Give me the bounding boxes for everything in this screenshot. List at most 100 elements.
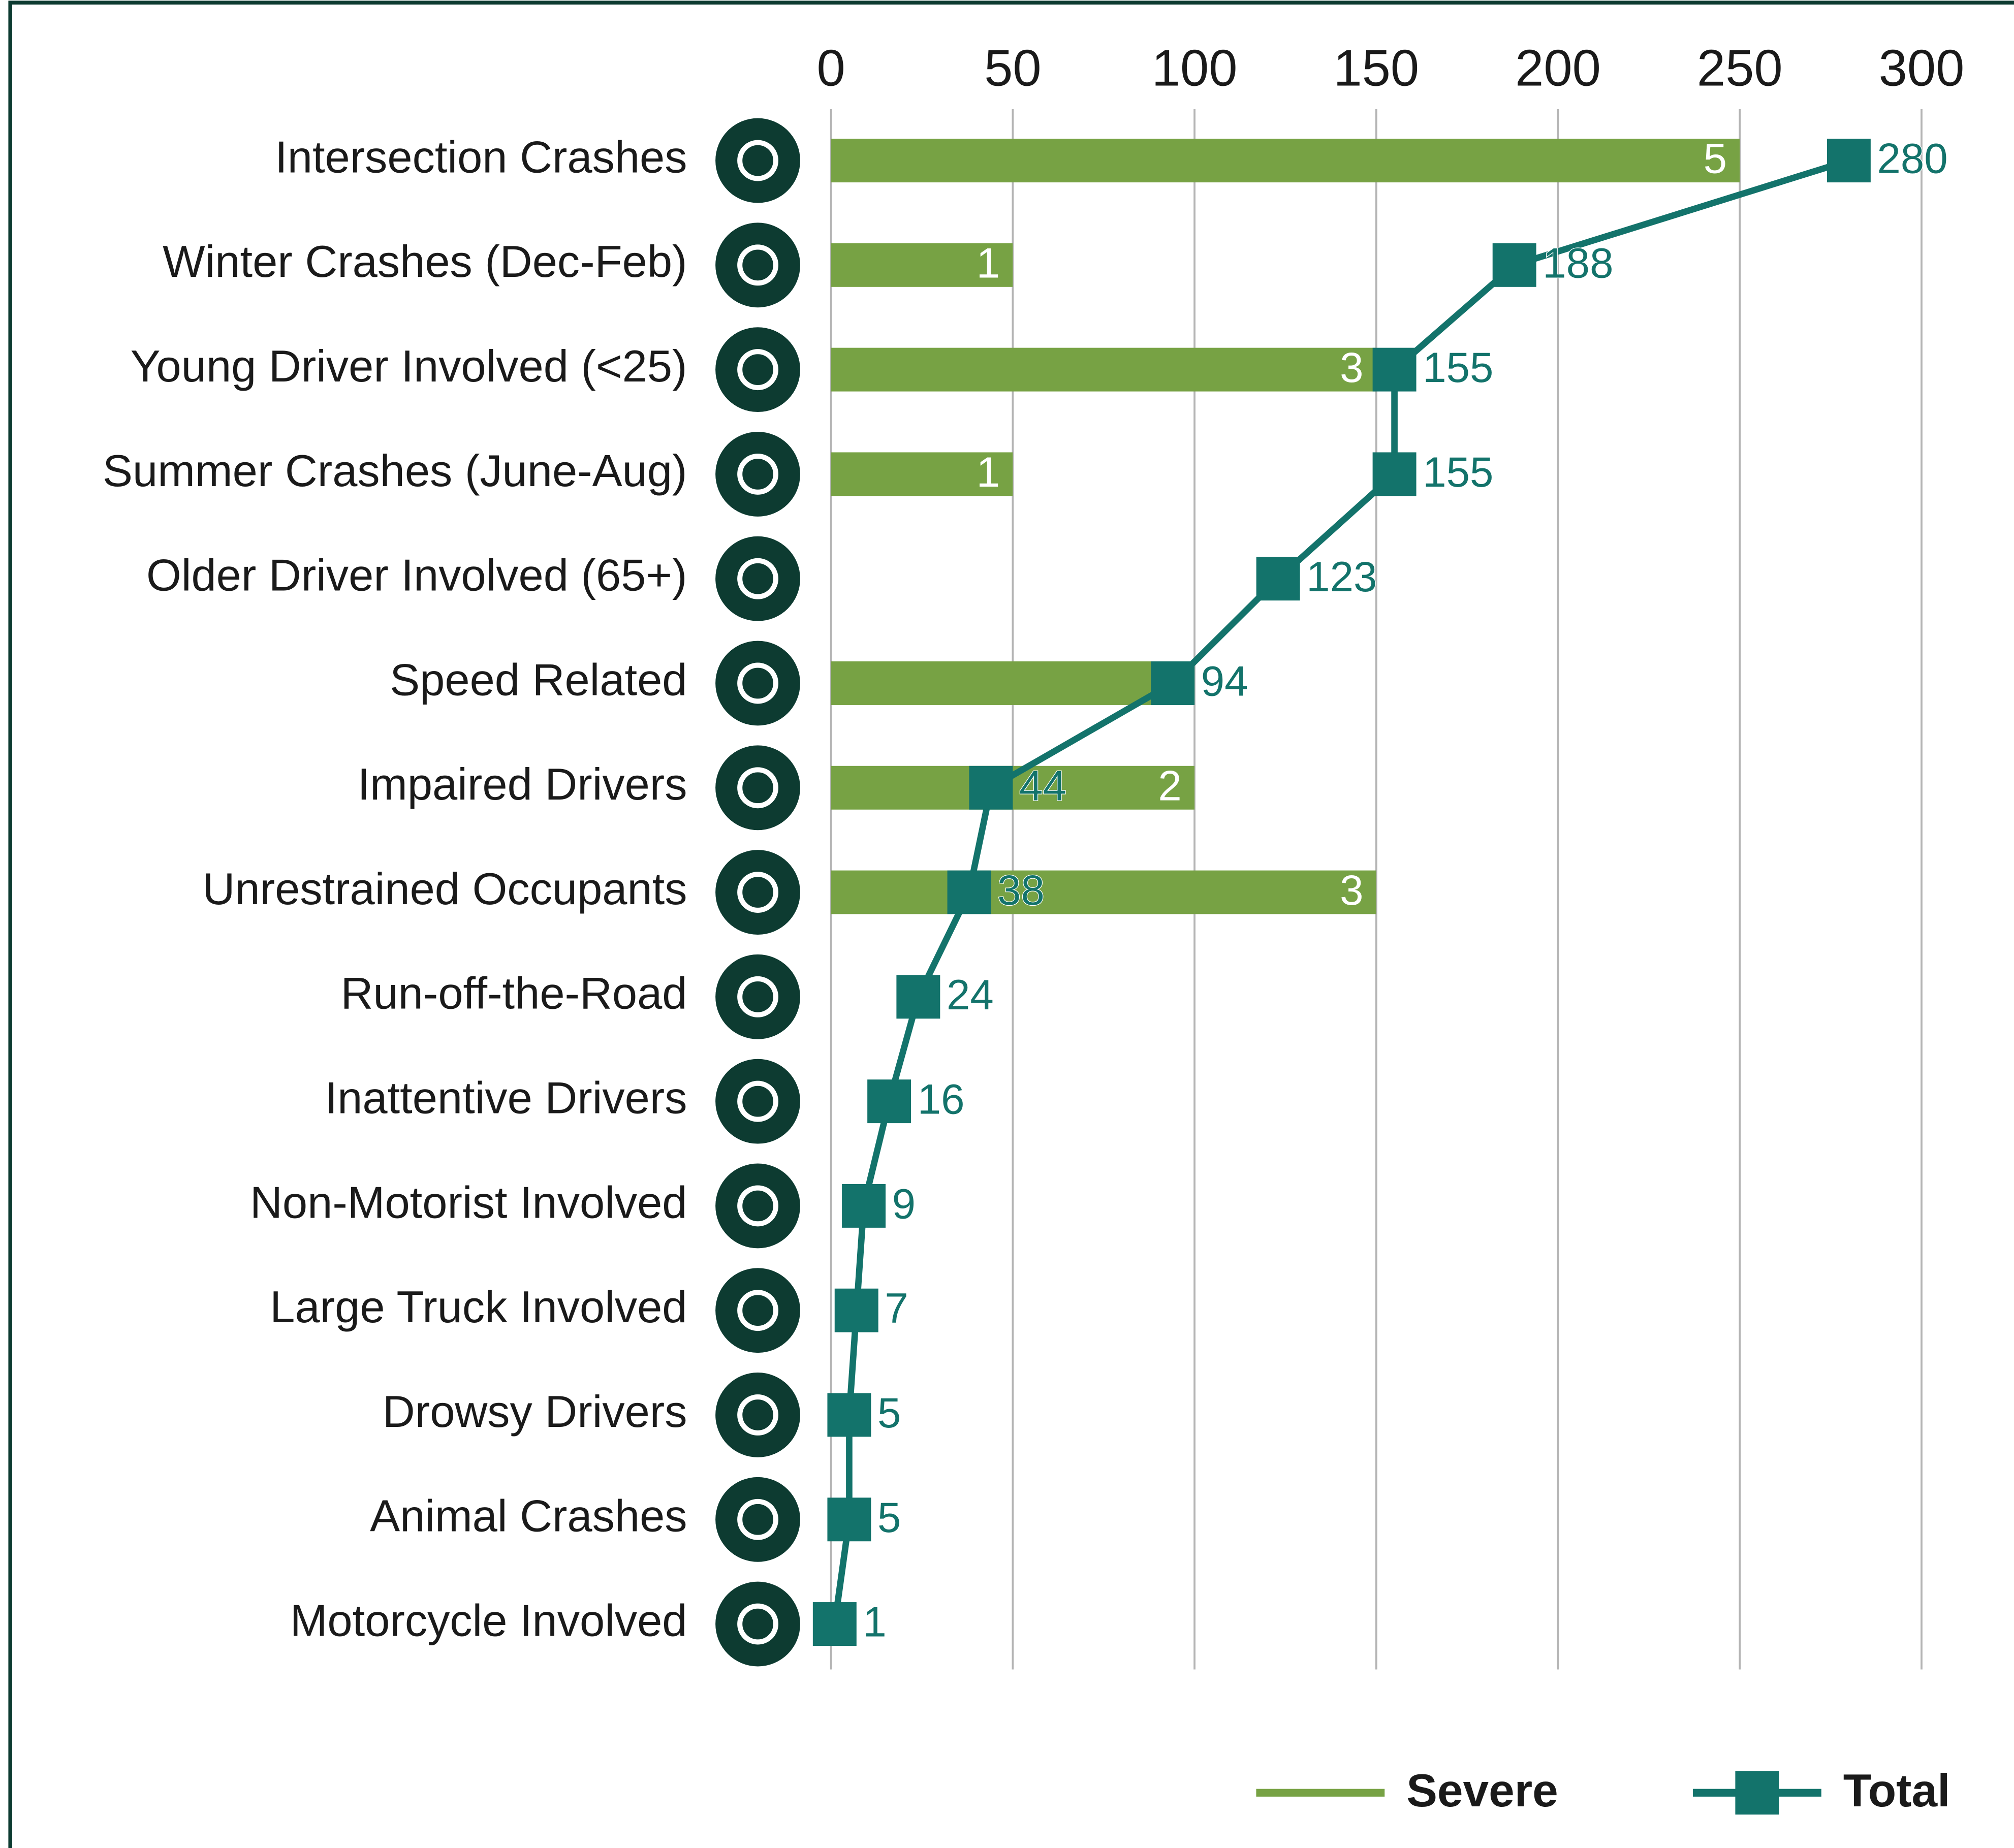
total-marker xyxy=(842,1184,886,1228)
x-tick-label: 150 xyxy=(1333,39,1419,97)
category-label: Non-Motorist Involved xyxy=(250,1177,687,1227)
category-icon xyxy=(715,1163,800,1249)
total-value-label: 16 xyxy=(918,1075,965,1123)
x-tick-label: 200 xyxy=(1515,39,1601,97)
total-marker xyxy=(1256,557,1300,601)
total-marker xyxy=(1492,243,1536,287)
category-icon xyxy=(715,850,800,935)
icon-glyph xyxy=(737,1185,779,1227)
category-icon xyxy=(715,641,800,726)
icon-glyph xyxy=(737,1499,779,1540)
category-label: Inattentive Drivers xyxy=(325,1073,687,1123)
category-label: Large Truck Involved xyxy=(270,1282,687,1332)
category-label: Run-off-the-Road xyxy=(341,968,687,1018)
icon-glyph xyxy=(737,1603,779,1645)
total-value-label: 5 xyxy=(877,1493,901,1541)
category-label: Intersection Crashes xyxy=(275,132,687,182)
x-tick-label: 250 xyxy=(1697,39,1783,97)
total-marker xyxy=(834,1288,878,1332)
category-label: Motorcycle Involved xyxy=(290,1595,687,1645)
total-value-label: 5 xyxy=(877,1389,901,1437)
category-label: Summer Crashes (June-Aug) xyxy=(103,445,687,496)
x-tick-label: 100 xyxy=(1152,39,1238,97)
total-value-label: 123 xyxy=(1306,553,1377,600)
category-label: Drowsy Drivers xyxy=(383,1386,687,1437)
category-label: Unrestrained Occupants xyxy=(203,864,687,914)
total-value-label: 188 xyxy=(1543,239,1613,286)
total-marker xyxy=(1827,139,1871,183)
frame xyxy=(8,1,2014,1848)
total-value-label: 38 xyxy=(997,866,1045,914)
icon-glyph xyxy=(737,453,779,495)
category-icon xyxy=(715,222,800,308)
severe-bar xyxy=(831,139,1740,183)
category-icon xyxy=(715,1268,800,1353)
icon-glyph xyxy=(737,349,779,391)
category-icon xyxy=(715,1373,800,1457)
total-value-label: 155 xyxy=(1423,448,1493,496)
total-marker xyxy=(896,975,940,1019)
total-value-label: 7 xyxy=(885,1284,908,1332)
total-marker xyxy=(827,1497,871,1542)
category-icon xyxy=(715,1059,800,1144)
severe-bar xyxy=(831,243,1013,287)
category-icon xyxy=(715,536,800,621)
severe-value-label: 1 xyxy=(977,239,1000,286)
icon-glyph xyxy=(737,1290,779,1331)
x-tick-label: 300 xyxy=(1879,39,1965,97)
severe-value-label: 2 xyxy=(1158,761,1181,809)
severe-value-label: 5 xyxy=(1704,135,1727,182)
total-marker xyxy=(812,1602,857,1646)
total-value-label: 1 xyxy=(863,1598,886,1646)
icon-glyph xyxy=(737,662,779,704)
total-marker xyxy=(1372,452,1417,496)
category-icon xyxy=(715,1477,800,1562)
x-tick-label: 0 xyxy=(817,39,845,97)
category-label: Winter Crashes (Dec-Feb) xyxy=(163,236,687,286)
severe-bar xyxy=(831,661,1195,705)
icon-glyph xyxy=(737,767,779,809)
category-icon xyxy=(715,118,800,203)
total-marker xyxy=(1151,661,1195,705)
icon-glyph xyxy=(737,244,779,286)
category-label: Older Driver Involved (65+) xyxy=(146,550,687,600)
severe-bar xyxy=(831,870,1376,914)
icon-glyph xyxy=(737,1394,779,1436)
icon-glyph xyxy=(737,976,779,1017)
icon-glyph xyxy=(737,558,779,599)
icon-glyph xyxy=(737,1080,779,1122)
severe-bar xyxy=(831,347,1376,392)
category-label: Speed Related xyxy=(390,654,687,705)
total-value-label: 155 xyxy=(1423,343,1493,391)
total-marker xyxy=(827,1393,871,1437)
total-value-label: 44 xyxy=(1019,761,1066,809)
category-icon xyxy=(715,431,800,517)
category-icon xyxy=(715,327,800,412)
severe-bar xyxy=(831,452,1013,496)
legend-label: Severe xyxy=(1406,1765,1558,1817)
category-icon xyxy=(715,954,800,1039)
severe-value-label: 3 xyxy=(1340,866,1363,914)
category-label: Impaired Drivers xyxy=(358,759,687,809)
total-marker xyxy=(867,1079,911,1124)
x-tick-label: 50 xyxy=(984,39,1041,97)
total-value-label: 94 xyxy=(1201,657,1248,705)
total-marker xyxy=(969,766,1013,810)
category-icon xyxy=(715,745,800,831)
total-marker xyxy=(1372,347,1417,392)
legend-marker xyxy=(1735,1771,1779,1815)
total-marker xyxy=(947,870,991,914)
category-label: Animal Crashes xyxy=(370,1491,687,1541)
icons xyxy=(715,118,800,1667)
legend-label: Total xyxy=(1843,1765,1950,1817)
icon-glyph xyxy=(737,140,779,181)
category-label: Young Driver Involved (<25) xyxy=(131,341,687,391)
icon-glyph xyxy=(737,872,779,913)
total-value-label: 9 xyxy=(892,1180,916,1227)
severe-value-label: 3 xyxy=(1340,343,1363,391)
category-icon xyxy=(715,1581,800,1667)
total-value-label: 24 xyxy=(947,971,994,1018)
severe-value-label: 1 xyxy=(977,448,1000,496)
total-value-label: 280 xyxy=(1877,135,1948,182)
